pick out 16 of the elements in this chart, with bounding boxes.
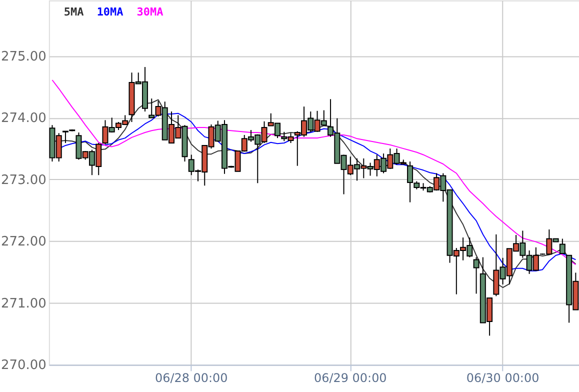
text: 30MA	[136, 5, 164, 18]
text: 5MA	[64, 5, 84, 18]
y-tick-label: 274.00	[1, 111, 46, 126]
y-tick-label: 273.00	[1, 172, 46, 188]
x-tick-label: 06/30 00:00	[466, 371, 540, 386]
y-tick-label: 272.00	[1, 234, 46, 250]
y-tick-label: 275.00	[1, 49, 46, 64]
candlestick	[62, 130, 68, 144]
y-tick-label: 271.00	[1, 296, 46, 312]
x-tick-label: 06/28 00:00	[154, 371, 228, 386]
candlestick	[473, 256, 480, 294]
y-tick-label: 270.00	[1, 358, 46, 374]
x-tick-label: 06/29 00:00	[314, 371, 387, 386]
text: 10MA	[96, 5, 124, 18]
line-series	[52, 80, 576, 266]
candlestick	[559, 238, 566, 254]
